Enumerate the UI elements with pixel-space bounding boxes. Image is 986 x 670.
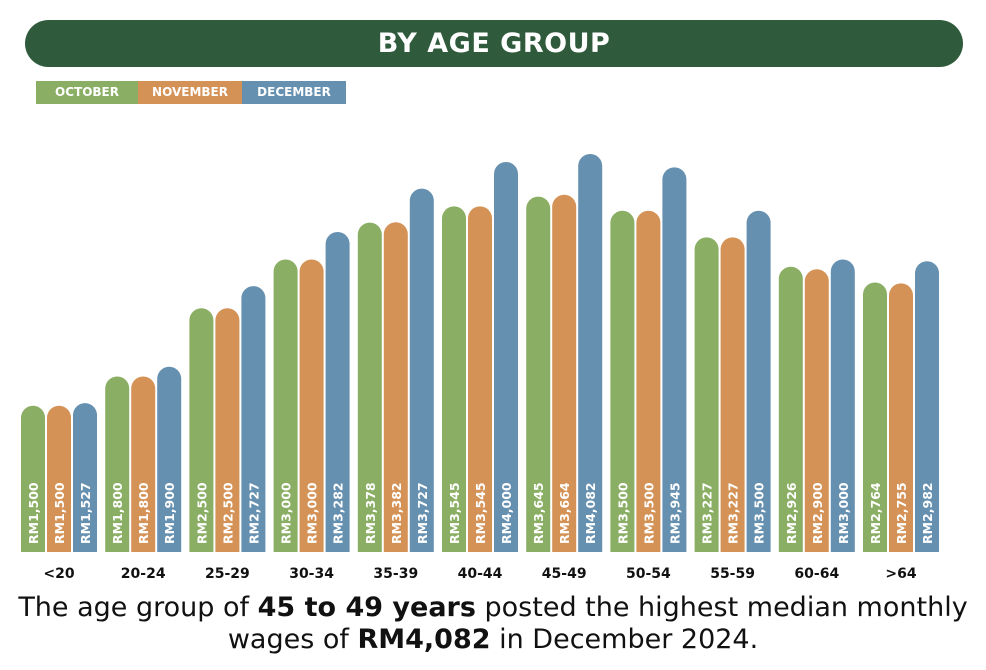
data-label: RM3,645 <box>531 482 546 544</box>
category-label: 60-64 <box>794 566 839 582</box>
data-label: RM3,545 <box>447 482 462 544</box>
bar-october <box>357 222 382 552</box>
bar-october <box>273 259 298 552</box>
data-label: RM1,500 <box>26 482 41 544</box>
category-label: 55-59 <box>710 566 755 582</box>
bar-december <box>662 167 687 552</box>
data-label: RM3,500 <box>615 482 630 544</box>
category-label: >64 <box>885 566 916 582</box>
data-label: RM3,945 <box>667 482 682 544</box>
data-label: RM3,282 <box>331 482 346 544</box>
data-label: RM2,900 <box>810 482 825 544</box>
bar-november <box>215 308 240 552</box>
bar-december <box>241 286 266 552</box>
bar-october <box>21 405 45 552</box>
data-label: RM2,500 <box>220 482 235 544</box>
data-label: RM3,000 <box>836 482 851 544</box>
category-label: 45-49 <box>542 566 587 582</box>
data-label: RM3,500 <box>641 482 656 544</box>
bar-october <box>526 196 551 552</box>
bar-october <box>442 206 466 553</box>
bar-december <box>494 161 518 552</box>
bar-december <box>409 188 434 552</box>
bar-october <box>863 282 887 552</box>
caption-text: posted the highest median monthly wages … <box>227 592 968 655</box>
bar-december <box>325 232 350 553</box>
category-label: 25-29 <box>205 566 250 582</box>
bar-october <box>610 210 635 552</box>
bar-december <box>578 154 603 552</box>
bar-november <box>804 269 829 552</box>
data-label: RM1,500 <box>52 482 67 544</box>
data-label: RM2,764 <box>868 482 883 544</box>
category-label: 30-34 <box>289 566 334 582</box>
caption-text: in December 2024. <box>490 624 759 655</box>
data-label: RM2,727 <box>246 482 261 544</box>
legend-december: DECEMBER <box>242 81 346 104</box>
data-label: RM3,500 <box>752 482 767 544</box>
data-label: RM3,000 <box>305 482 320 544</box>
bar-november <box>889 283 913 552</box>
bar-december <box>746 210 771 552</box>
data-label: RM3,227 <box>700 482 715 544</box>
bar-november <box>468 206 492 553</box>
bar-november <box>720 237 745 552</box>
bar-october <box>778 266 803 552</box>
bar-november <box>636 210 661 552</box>
category-label: 35-39 <box>373 566 418 582</box>
category-label: 20-24 <box>121 566 166 582</box>
caption: The age group of 45 to 49 years posted t… <box>0 592 986 656</box>
data-label: RM3,664 <box>557 482 572 544</box>
bar-november <box>383 222 408 552</box>
bar-december <box>830 259 855 552</box>
bar-october <box>694 237 719 552</box>
data-label: RM2,982 <box>920 482 935 544</box>
caption-highlight-wage: RM4,082 <box>357 624 491 655</box>
data-label: RM3,727 <box>415 482 430 544</box>
bar-december <box>915 261 939 552</box>
category-label: 50-54 <box>626 566 671 582</box>
bar-november <box>47 405 71 552</box>
bar-november <box>552 194 577 553</box>
bar-november <box>299 259 324 552</box>
data-label: RM4,082 <box>583 482 598 544</box>
bar-chart: RM1,500 RM1,500 RM1,527 <20 RM1,800 RM1,800 RM… <box>21 154 939 582</box>
data-label: RM2,500 <box>194 482 209 544</box>
data-label: RM2,755 <box>894 482 909 544</box>
data-label: RM2,926 <box>784 482 799 544</box>
bar-december <box>157 366 182 552</box>
legend: OCTOBER NOVEMBER DECEMBER <box>36 81 346 104</box>
caption-text: The age group of <box>18 592 258 623</box>
bar-december <box>73 403 97 552</box>
chart-title: BY AGE GROUP <box>25 20 963 67</box>
data-label: RM3,382 <box>389 482 404 544</box>
data-label: RM3,000 <box>279 482 294 544</box>
data-label: RM3,545 <box>473 482 488 544</box>
bar-november <box>131 376 156 552</box>
data-label: RM1,800 <box>136 482 151 544</box>
data-label: RM1,800 <box>110 482 125 544</box>
data-label: RM1,900 <box>162 482 177 544</box>
data-label: RM1,527 <box>78 482 93 544</box>
data-label: RM4,000 <box>499 482 514 544</box>
data-label: RM3,378 <box>363 482 378 544</box>
caption-highlight-age: 45 to 49 years <box>257 592 476 623</box>
category-label: 40-44 <box>458 566 503 582</box>
legend-october: OCTOBER <box>36 81 138 104</box>
legend-november: NOVEMBER <box>138 81 242 104</box>
bar-october <box>189 308 214 552</box>
data-label: RM3,227 <box>726 482 741 544</box>
category-label: <20 <box>43 566 74 582</box>
bar-october <box>105 376 130 552</box>
